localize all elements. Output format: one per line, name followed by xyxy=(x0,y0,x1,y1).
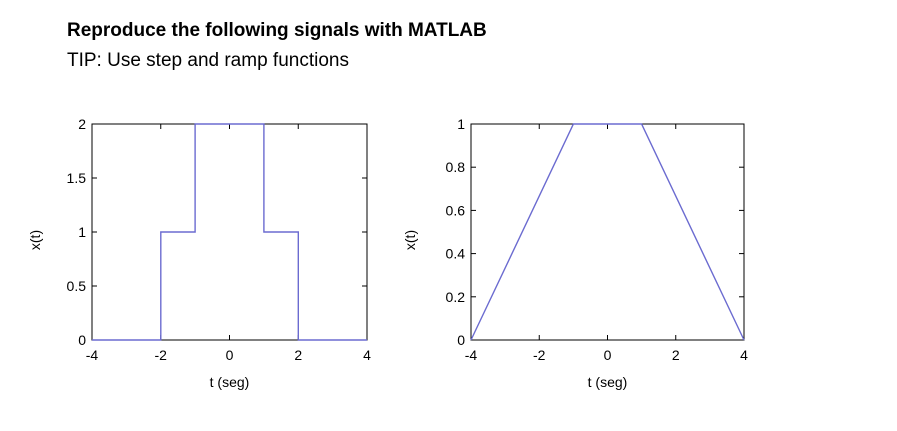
x-axis-label: t (seg) xyxy=(210,374,250,390)
y-tick-label: 0 xyxy=(457,332,465,348)
tip-text: TIP: Use step and ramp functions xyxy=(67,50,349,71)
x-tick-label: 4 xyxy=(363,347,371,363)
signal-line xyxy=(92,123,367,341)
y-tick-label: 1 xyxy=(457,116,465,132)
y-tick-label: 0.4 xyxy=(446,246,466,262)
y-tick-label: 0.6 xyxy=(446,202,466,218)
axes-box xyxy=(91,123,368,341)
y-tick-label: 0.8 xyxy=(446,159,466,175)
x-tick-label: 2 xyxy=(294,347,302,363)
x-tick-label: 4 xyxy=(740,347,748,363)
y-tick-label: 0.2 xyxy=(446,289,466,305)
x-tick-label: -2 xyxy=(533,347,546,363)
x-tick-label: 2 xyxy=(672,347,680,363)
x-tick-label: -2 xyxy=(155,347,168,363)
x-tick-label: 0 xyxy=(604,347,612,363)
signal-line xyxy=(470,123,745,341)
y-tick-label: 1.5 xyxy=(67,170,87,186)
problem-heading: Reproduce the following signals with MAT… xyxy=(67,20,487,41)
chart-panel-2: -4 -2 0 2 4 0 0.2 0.4 0.6 0.8 1 t (seg) x(t) xyxy=(402,116,748,390)
axes-box xyxy=(470,123,745,341)
x-tick-label: 0 xyxy=(226,347,234,363)
y-axis-label: x(t) xyxy=(402,230,418,250)
y-tick-label: 2 xyxy=(78,116,86,132)
y-tick-label: 1 xyxy=(78,224,86,240)
chart-panel-1: -4 -2 0 2 4 0 0.5 1 1.5 2 t (seg) x(t) xyxy=(27,116,371,390)
y-tick-label: 0.5 xyxy=(67,278,87,294)
x-tick-label: -4 xyxy=(465,347,478,363)
y-axis-label: x(t) xyxy=(27,230,43,250)
x-tick-label: -4 xyxy=(86,347,99,363)
y-tick-label: 0 xyxy=(78,332,86,348)
x-axis-label: t (seg) xyxy=(588,374,628,390)
